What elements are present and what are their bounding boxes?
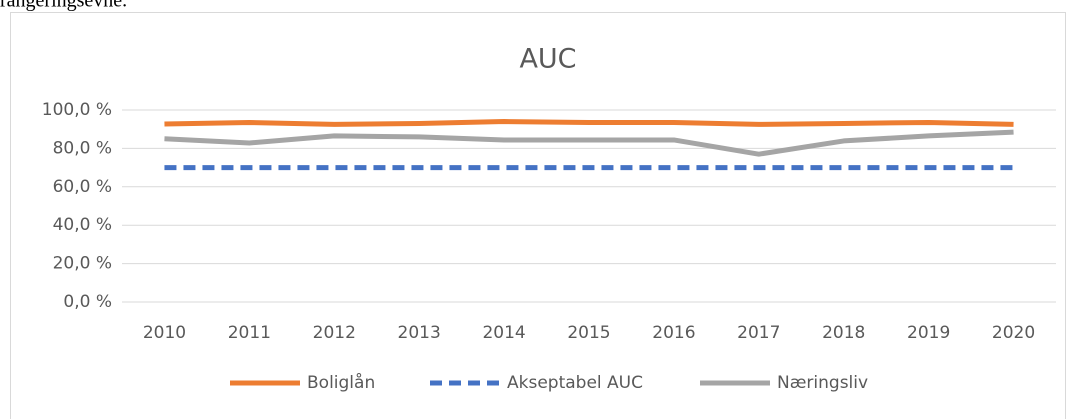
y-tick-label: 60,0 %: [53, 177, 112, 197]
x-tick-label: 2010: [143, 323, 186, 343]
x-tick-label: 2011: [228, 323, 271, 343]
y-tick-label: 100,0 %: [42, 100, 112, 120]
document-text: rangeringsevne.: [0, 0, 127, 12]
legend-label: Næringsliv: [777, 373, 868, 393]
x-tick-label: 2017: [737, 323, 780, 343]
y-tick-label: 20,0 %: [53, 254, 112, 274]
x-tick-label: 2018: [822, 323, 865, 343]
y-tick-label: 0,0 %: [63, 292, 112, 312]
x-tick-label: 2016: [652, 323, 695, 343]
x-tick-label: 2015: [567, 323, 610, 343]
legend-label: Boliglån: [307, 372, 375, 393]
x-tick-label: 2019: [907, 323, 950, 343]
x-tick-label: 2013: [398, 323, 441, 343]
series-line: [164, 129, 1014, 157]
x-tick-label: 2020: [992, 323, 1035, 343]
legend-label: Akseptabel AUC: [507, 373, 643, 393]
x-tick-label: 2014: [482, 323, 525, 343]
x-tick-label: 2012: [313, 323, 356, 343]
chart-title: AUC: [519, 44, 576, 75]
series-line: [164, 119, 1014, 127]
y-tick-label: 40,0 %: [53, 215, 112, 235]
y-tick-label: 80,0 %: [53, 138, 112, 158]
chart-frame: [10, 12, 1066, 419]
